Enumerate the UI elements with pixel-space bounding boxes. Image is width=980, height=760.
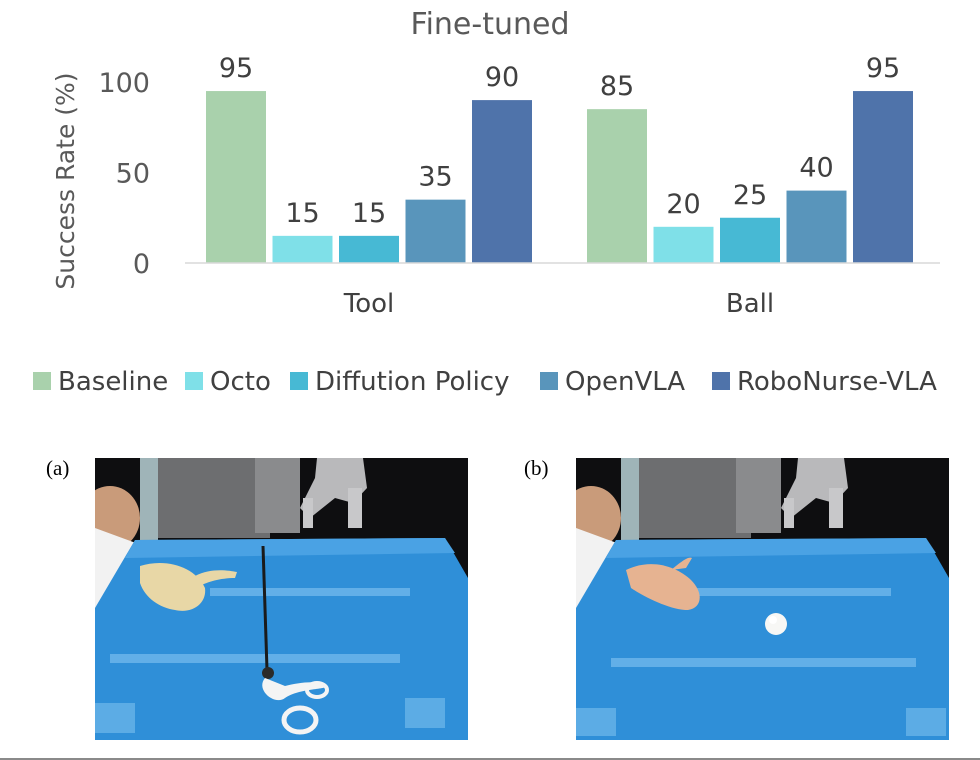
- legend-swatch: [712, 372, 730, 390]
- y-tick-label: 100: [98, 68, 150, 99]
- legend-entry: Baseline: [58, 367, 168, 397]
- bar: [720, 217, 780, 263]
- y-axis-label: Success Rate (%): [51, 72, 80, 289]
- bar: [587, 109, 647, 264]
- bar-value-label: 20: [666, 189, 700, 220]
- y-tick-label: 0: [133, 249, 150, 280]
- bottom-border: [0, 758, 980, 760]
- bar: [206, 91, 266, 263]
- panel-label-a: (a): [46, 456, 70, 480]
- bar: [653, 226, 714, 263]
- legend-swatch: [540, 372, 558, 390]
- bar-value-label: 95: [866, 53, 900, 84]
- bar-value-label: 95: [219, 53, 253, 84]
- category-label: Tool: [343, 289, 395, 319]
- ball-handover-photo: [576, 458, 949, 740]
- legend-entry: Diffution Policy: [315, 367, 510, 397]
- bar: [786, 190, 847, 263]
- legend-swatch: [290, 372, 308, 390]
- bar: [272, 235, 333, 263]
- panel-label-b: (b): [524, 456, 549, 480]
- category-label: Ball: [726, 289, 774, 319]
- bar-chart: Fine-tuned Success Rate (%) 0 50 100 95 15 1…: [33, 7, 940, 397]
- bar-value-label: 90: [485, 62, 519, 93]
- legend-swatch: [33, 372, 51, 390]
- bar-value-label: 15: [285, 198, 319, 229]
- bar: [853, 91, 913, 263]
- legend-entry: Octo: [210, 367, 271, 397]
- legend-entry: OpenVLA: [565, 367, 685, 397]
- legend-swatch: [185, 372, 203, 390]
- y-tick-label: 50: [116, 159, 150, 190]
- bar-value-label: 35: [418, 162, 452, 193]
- bar: [339, 235, 399, 263]
- bar-value-label: 25: [733, 180, 767, 211]
- bar-value-label: 15: [352, 198, 386, 229]
- legend-entry: RoboNurse-VLA: [737, 367, 937, 397]
- bar: [405, 199, 466, 263]
- tool-handover-photo: [95, 458, 468, 740]
- bar-value-label: 40: [799, 153, 833, 184]
- chart-title: Fine-tuned: [411, 7, 570, 42]
- bar: [472, 100, 532, 263]
- bar-value-label: 85: [600, 71, 634, 102]
